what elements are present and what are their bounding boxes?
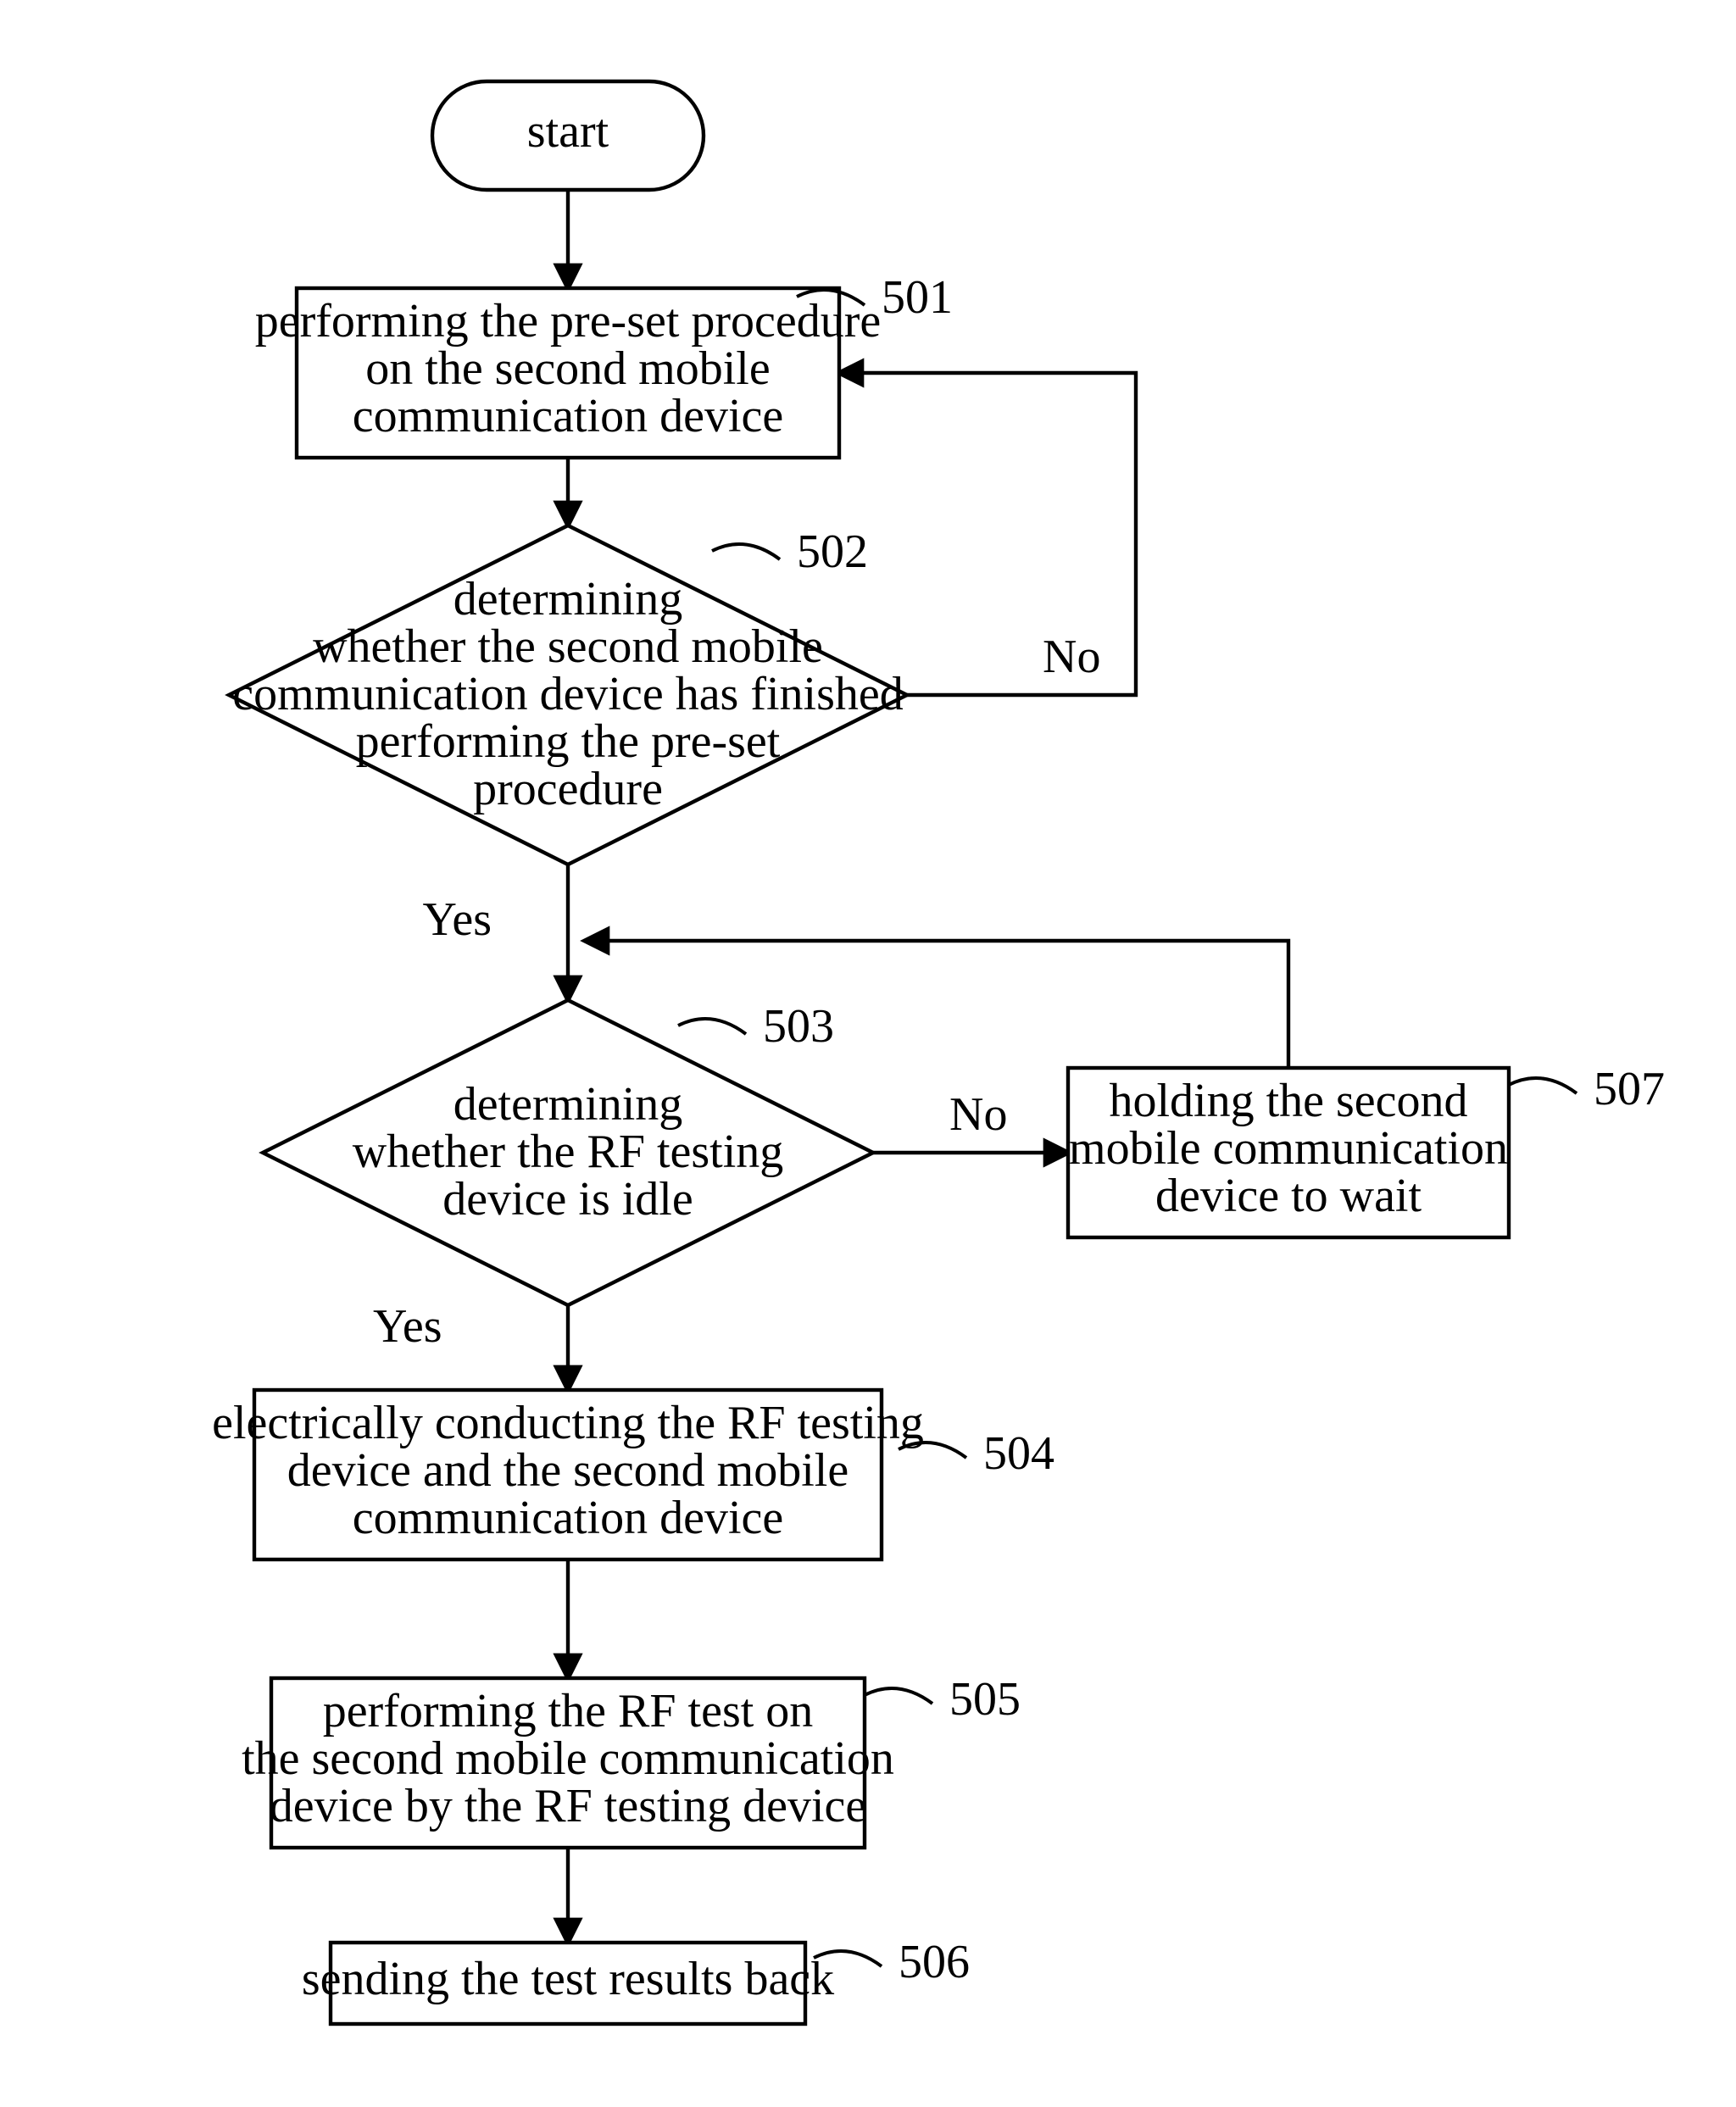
node-text-n507-line0: holding the second xyxy=(1109,1075,1467,1127)
node-n501: performing the pre-set procedureon the s… xyxy=(255,288,882,458)
ref-leader-n503 xyxy=(678,1019,746,1034)
node-text-n504-line0: electrically conducting the RF testing xyxy=(212,1397,924,1449)
ref-label-n507: 507 xyxy=(1594,1063,1665,1115)
node-text-n503-line2: device is idle xyxy=(442,1173,693,1226)
node-text-n505-line1: the second mobile communication xyxy=(242,1732,894,1785)
node-text-n507-line1: mobile communication xyxy=(1069,1122,1508,1175)
ref-leader-n504 xyxy=(899,1443,966,1458)
node-text-n503-line0: determining xyxy=(453,1078,683,1131)
node-text-n502-line2: communication device has finished xyxy=(232,668,904,720)
node-text-n506-line0: sending the test results back xyxy=(302,1953,834,2005)
ref-label-n505: 505 xyxy=(949,1673,1021,1726)
node-text-n504-line1: device and the second mobile xyxy=(287,1444,849,1497)
ref-leader-n505 xyxy=(865,1688,932,1704)
ref-label-n504: 504 xyxy=(983,1427,1054,1480)
ref-label-n503: 503 xyxy=(763,1000,834,1053)
edge-label-n503-n504: Yes xyxy=(373,1300,442,1353)
ref-leader-n502 xyxy=(712,544,780,559)
edge-label-n502-n501: No xyxy=(1043,631,1100,683)
flowchart-canvas: startperforming the pre-set procedureon … xyxy=(0,0,1736,2107)
node-text-n502-line4: procedure xyxy=(473,763,663,815)
node-text-n502-line3: performing the pre-set xyxy=(356,715,781,768)
node-text-n501-line1: on the second mobile xyxy=(365,342,770,395)
ref-label-n501: 501 xyxy=(882,271,953,324)
node-text-n501-line2: communication device xyxy=(353,390,783,442)
ref-label-n502: 502 xyxy=(797,525,868,578)
edge-n507-n503-top xyxy=(585,941,1288,1068)
node-text-n501-line0: performing the pre-set procedure xyxy=(255,295,882,347)
edge-label-n503-n507: No xyxy=(949,1088,1007,1141)
ref-label-n506: 506 xyxy=(899,1936,970,1988)
node-text-n505-line0: performing the RF test on xyxy=(323,1685,814,1737)
node-text-start-line0: start xyxy=(527,105,609,158)
node-n505: performing the RF test onthe second mobi… xyxy=(242,1678,894,1848)
node-text-n505-line2: device by the RF testing device xyxy=(270,1780,866,1832)
node-n504: electrically conducting the RF testingde… xyxy=(212,1390,924,1559)
node-n507: holding the secondmobile communicationde… xyxy=(1068,1068,1509,1237)
node-start: start xyxy=(432,81,704,190)
node-text-n504-line2: communication device xyxy=(353,1492,783,1544)
node-text-n502-line1: whether the second mobile xyxy=(313,620,823,673)
edge-label-n502-n503: Yes xyxy=(423,893,492,946)
node-text-n507-line2: device to wait xyxy=(1155,1170,1422,1222)
ref-leader-n507 xyxy=(1509,1078,1577,1093)
node-n506: sending the test results back xyxy=(302,1943,834,2024)
node-text-n503-line1: whether the RF testing xyxy=(353,1126,784,1178)
node-text-n502-line0: determining xyxy=(453,573,683,625)
